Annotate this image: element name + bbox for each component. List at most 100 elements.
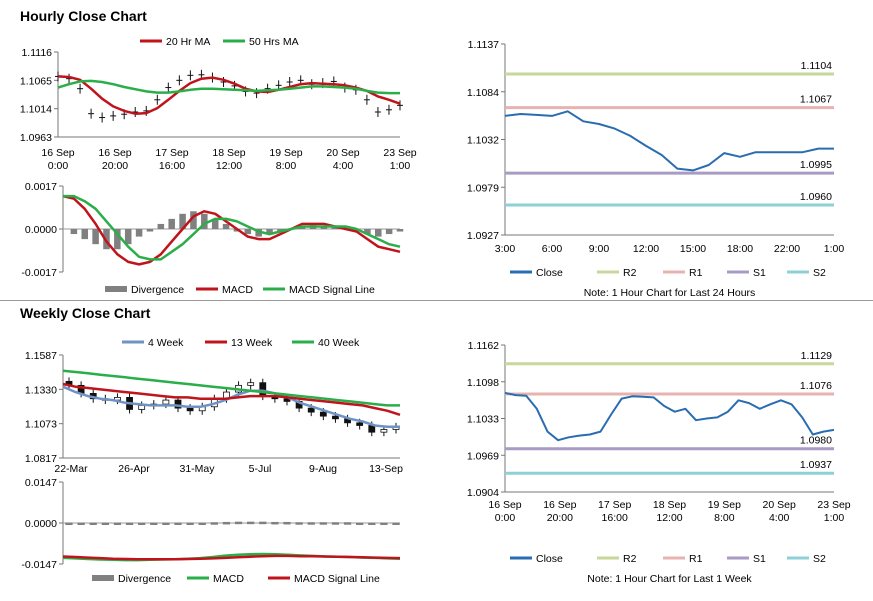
last24-x-tick-label: 3:00 [495, 243, 516, 255]
weekly-x-tick-label: 31-May [179, 463, 215, 475]
last-week-y-tick-label: 1.1098 [467, 377, 499, 389]
last-week-legend-label: S1 [753, 553, 766, 565]
hourly-price-y-tick-label: 1.0963 [20, 132, 52, 144]
hourly-divergence-bar [385, 229, 393, 235]
last24-legend-label: R1 [689, 267, 703, 279]
weekly-divergence-bar [210, 522, 218, 525]
weekly-macd-y-tick-label: 0.0147 [25, 477, 57, 489]
weekly-price-y-tick-label: 1.1587 [25, 350, 57, 362]
weekly-divergence-bar [174, 522, 182, 525]
weekly-divergence-bar [125, 522, 134, 525]
weekly-divergence-bar [331, 522, 340, 525]
hourly-divergence-bar [81, 229, 89, 240]
weekly-divergence-bar [234, 521, 243, 525]
hourly-macd-legend-label: Divergence [131, 284, 184, 296]
weekly-divergence-bar [319, 522, 327, 525]
last-week-x-tick-label: 16 Sep [488, 499, 521, 511]
weekly-candle-body [332, 415, 339, 420]
last-week-x-tick-label: 19 Sep [708, 499, 741, 511]
weekly-price-legend-label: 40 Week [318, 337, 360, 349]
hourly-macd-signal-line [63, 194, 401, 261]
hourly-macd-legend-swatch [105, 286, 127, 292]
last24-close-line [504, 110, 834, 172]
weekly-candle-body [186, 407, 194, 412]
last24-y-tick-label: 1.1084 [467, 87, 499, 99]
last24-y-tick-label: 1.0927 [467, 230, 499, 242]
weekly-macd-legend-label: MACD Signal Line [294, 573, 380, 585]
weekly-candle-body [162, 399, 170, 405]
hourly-divergence-bar [396, 229, 404, 232]
weekly-macd-y-tick-label: -0.0147 [21, 559, 57, 571]
weekly-divergence-bar [283, 521, 291, 525]
weekly-divergence-bar [101, 522, 109, 525]
last-week-note: Note: 1 Hour Chart for Last 1 Week [587, 573, 752, 585]
weekly-x-tick-label: 26-Apr [118, 463, 150, 475]
hourly-macd-y-tick-label: 0.0000 [25, 224, 57, 236]
section-divider [0, 300, 873, 301]
last-week-x-tick-label: 1:00 [824, 512, 845, 524]
weekly-divergence-bar [150, 522, 158, 525]
last-week-x-tick-label: 17 Sep [598, 499, 631, 511]
weekly-divergence-bar [368, 522, 376, 525]
hourly-divergence-bar [157, 223, 165, 229]
weekly-candle-body [368, 425, 376, 433]
hourly-divergence-bar [103, 229, 110, 250]
last-week-legend-label: Close [536, 553, 563, 565]
last24-y-tick-label: 1.1137 [468, 39, 499, 51]
weekly-40-week-line [62, 369, 400, 407]
last-week-x-tick-label: 4:00 [769, 512, 790, 524]
weekly-macd-legend-swatch [92, 575, 114, 581]
hourly-macd-y-tick-label: -0.0017 [21, 267, 57, 279]
hourly-divergence-bar [168, 218, 175, 229]
weekly-divergence-bar [222, 521, 231, 525]
hourly-divergence-bar [135, 229, 143, 237]
last-week-x-tick-label: 0:00 [495, 512, 516, 524]
hourly-divergence-bar [92, 229, 99, 245]
last24-legend-label: S1 [753, 267, 766, 279]
last24-level-label: 1.0995 [800, 159, 832, 171]
last-week-y-tick-label: 1.0904 [467, 487, 499, 499]
last-week-x-tick-label: 20 Sep [763, 499, 796, 511]
hourly-x-tick-label: 20 Sep [326, 147, 359, 159]
hourly-x-tick-label: 16 Sep [41, 147, 74, 159]
last24-x-tick-label: 1:00 [824, 243, 845, 255]
weekly-divergence-bar [247, 521, 255, 525]
last-week-close-line [504, 391, 835, 442]
last-week-x-tick-label: 18 Sep [653, 499, 686, 511]
weekly-x-tick-label: 22-Mar [54, 463, 88, 475]
weekly-divergence-bar [271, 521, 279, 525]
weekly-divergence-bar [259, 521, 267, 525]
hourly-divergence-bar [211, 218, 219, 229]
hourly-macd-legend-label: MACD Signal Line [289, 284, 375, 296]
last24-legend-label: Close [536, 267, 563, 279]
hourly-price-y-tick-label: 1.1014 [20, 104, 52, 116]
weekly-divergence-bar [162, 522, 170, 525]
hourly-section-title: Hourly Close Chart [20, 8, 147, 24]
hourly-divergence-bar [124, 229, 132, 245]
last-week-y-tick-label: 1.0969 [467, 450, 499, 462]
hourly-price-legend-label: 50 Hrs MA [249, 36, 299, 48]
hourly-divergence-bar [190, 211, 197, 229]
last-week-legend-label: R2 [623, 553, 637, 565]
hourly-x-tick-label: 19 Sep [269, 147, 302, 159]
weekly-candle-body [380, 429, 388, 433]
last24-legend-label: S2 [813, 267, 826, 279]
last24-x-tick-label: 6:00 [542, 243, 563, 255]
hourly-50hrs-ma-line [57, 79, 400, 95]
weekly-candle-body [283, 398, 291, 402]
weekly-price-legend-label: 13 Week [231, 337, 273, 349]
last24-note: Note: 1 Hour Chart for Last 24 Hours [584, 287, 756, 299]
weekly-divergence-bar [89, 522, 97, 525]
weekly-candle-body [138, 405, 146, 410]
hourly-x-tick-label: 18 Sep [212, 147, 245, 159]
weekly-candle-body [247, 382, 255, 386]
last-week-legend-label: S2 [813, 553, 826, 565]
last-week-level-label: 1.0937 [800, 459, 832, 471]
hourly-macd-legend-label: MACD [222, 284, 253, 296]
last-week-x-tick-label: 12:00 [656, 512, 682, 524]
weekly-macd-legend-label: MACD [213, 573, 244, 585]
weekly-macd-y-tick-label: 0.0000 [25, 518, 57, 530]
hourly-divergence-bar [364, 229, 371, 235]
hourly-x-tick-label: 23 Sep [383, 147, 416, 159]
